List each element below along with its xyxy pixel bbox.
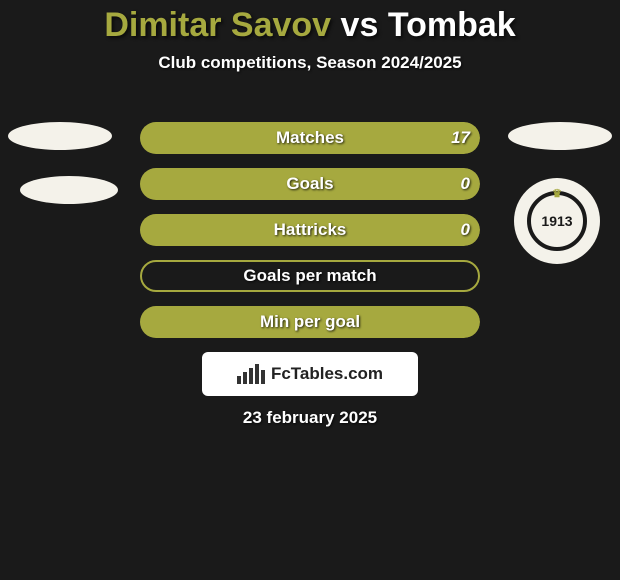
player1-decor-shape-2 (20, 176, 118, 204)
logo-box: FcTables.com (202, 352, 418, 396)
stat-row: Goals0 (140, 168, 480, 200)
stat-row: Matches17 (140, 122, 480, 154)
stat-label: Goals per match (142, 266, 478, 286)
player1-decor-shape-1 (8, 122, 112, 150)
stat-value: 17 (451, 128, 470, 148)
club-badge-inner: ♛ 1913 (527, 191, 587, 251)
stats-panel: Matches17Goals0Hattricks0Goals per match… (140, 122, 480, 352)
logo-bars-icon (237, 364, 265, 384)
vs-text: vs (341, 6, 379, 44)
player2-name: Tombak (388, 6, 516, 44)
stat-row: Min per goal (140, 306, 480, 338)
comparison-card: Dimitar Savov vs Tombak Club competition… (0, 0, 620, 580)
player1-name: Dimitar Savov (104, 6, 331, 44)
subtitle: Club competitions, Season 2024/2025 (0, 53, 620, 73)
page-title: Dimitar Savov vs Tombak (0, 0, 620, 45)
stat-label: Matches (140, 128, 480, 148)
player2-decor-shape-1 (508, 122, 612, 150)
stat-value: 0 (461, 174, 470, 194)
club-badge: ♛ 1913 (514, 178, 600, 264)
stat-label: Goals (140, 174, 480, 194)
stat-value: 0 (461, 220, 470, 240)
stat-label: Min per goal (140, 312, 480, 332)
date-text: 23 february 2025 (243, 408, 377, 428)
stat-label: Hattricks (140, 220, 480, 240)
stat-row: Hattricks0 (140, 214, 480, 246)
stat-row: Goals per match (140, 260, 480, 292)
crown-icon: ♛ (552, 187, 562, 200)
club-badge-year: 1913 (541, 213, 572, 229)
logo-text: FcTables.com (271, 364, 383, 384)
